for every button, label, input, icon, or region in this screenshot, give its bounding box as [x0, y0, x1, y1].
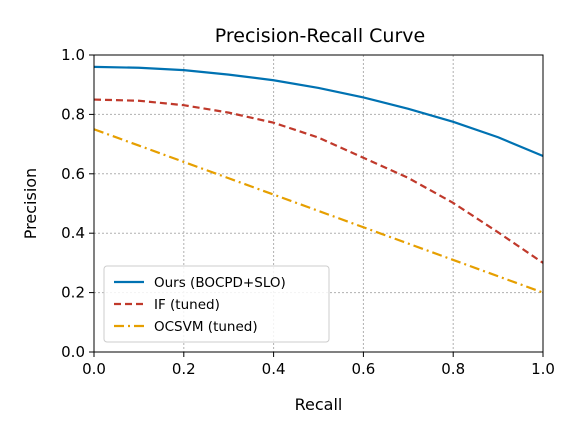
y-tick-label: 0.0	[61, 343, 85, 361]
plot-frame	[93, 54, 544, 353]
series-line-1	[93, 98, 544, 264]
x-tick-label: 0.2	[172, 360, 196, 378]
y-axis-label: Precision	[21, 168, 40, 239]
legend-box	[103, 265, 330, 343]
x-ticks: 0.0 0.2 0.4 0.6 0.8 1.0	[82, 352, 555, 378]
legend-label: IF (tuned)	[154, 297, 220, 313]
x-tick-label: 0.0	[82, 360, 106, 378]
x-tick-label: 1.0	[531, 360, 555, 378]
chart-title: Precision-Recall Curve	[215, 25, 425, 47]
y-tick-label: 1.0	[61, 46, 85, 64]
y-tick-label: 0.2	[61, 284, 85, 302]
legend: Ours (BOCPD+SLO) IF (tuned) OCSVM (tuned)	[103, 265, 330, 343]
series-line-0	[93, 65, 544, 157]
legend-label: Ours (BOCPD+SLO)	[154, 275, 286, 291]
y-tick-label: 0.4	[61, 224, 85, 242]
y-ticks: 0.0 0.2 0.4 0.6 0.8 1.0	[61, 46, 94, 361]
legend-label: OCSVM (tuned)	[154, 319, 258, 335]
series-lines	[93, 65, 544, 294]
x-tick-label: 0.4	[262, 360, 286, 378]
y-tick-label: 0.8	[61, 105, 85, 123]
x-axis-label: Recall	[295, 395, 343, 414]
x-tick-label: 0.8	[441, 360, 465, 378]
x-tick-label: 0.6	[351, 360, 375, 378]
y-tick-label: 0.6	[61, 165, 85, 183]
